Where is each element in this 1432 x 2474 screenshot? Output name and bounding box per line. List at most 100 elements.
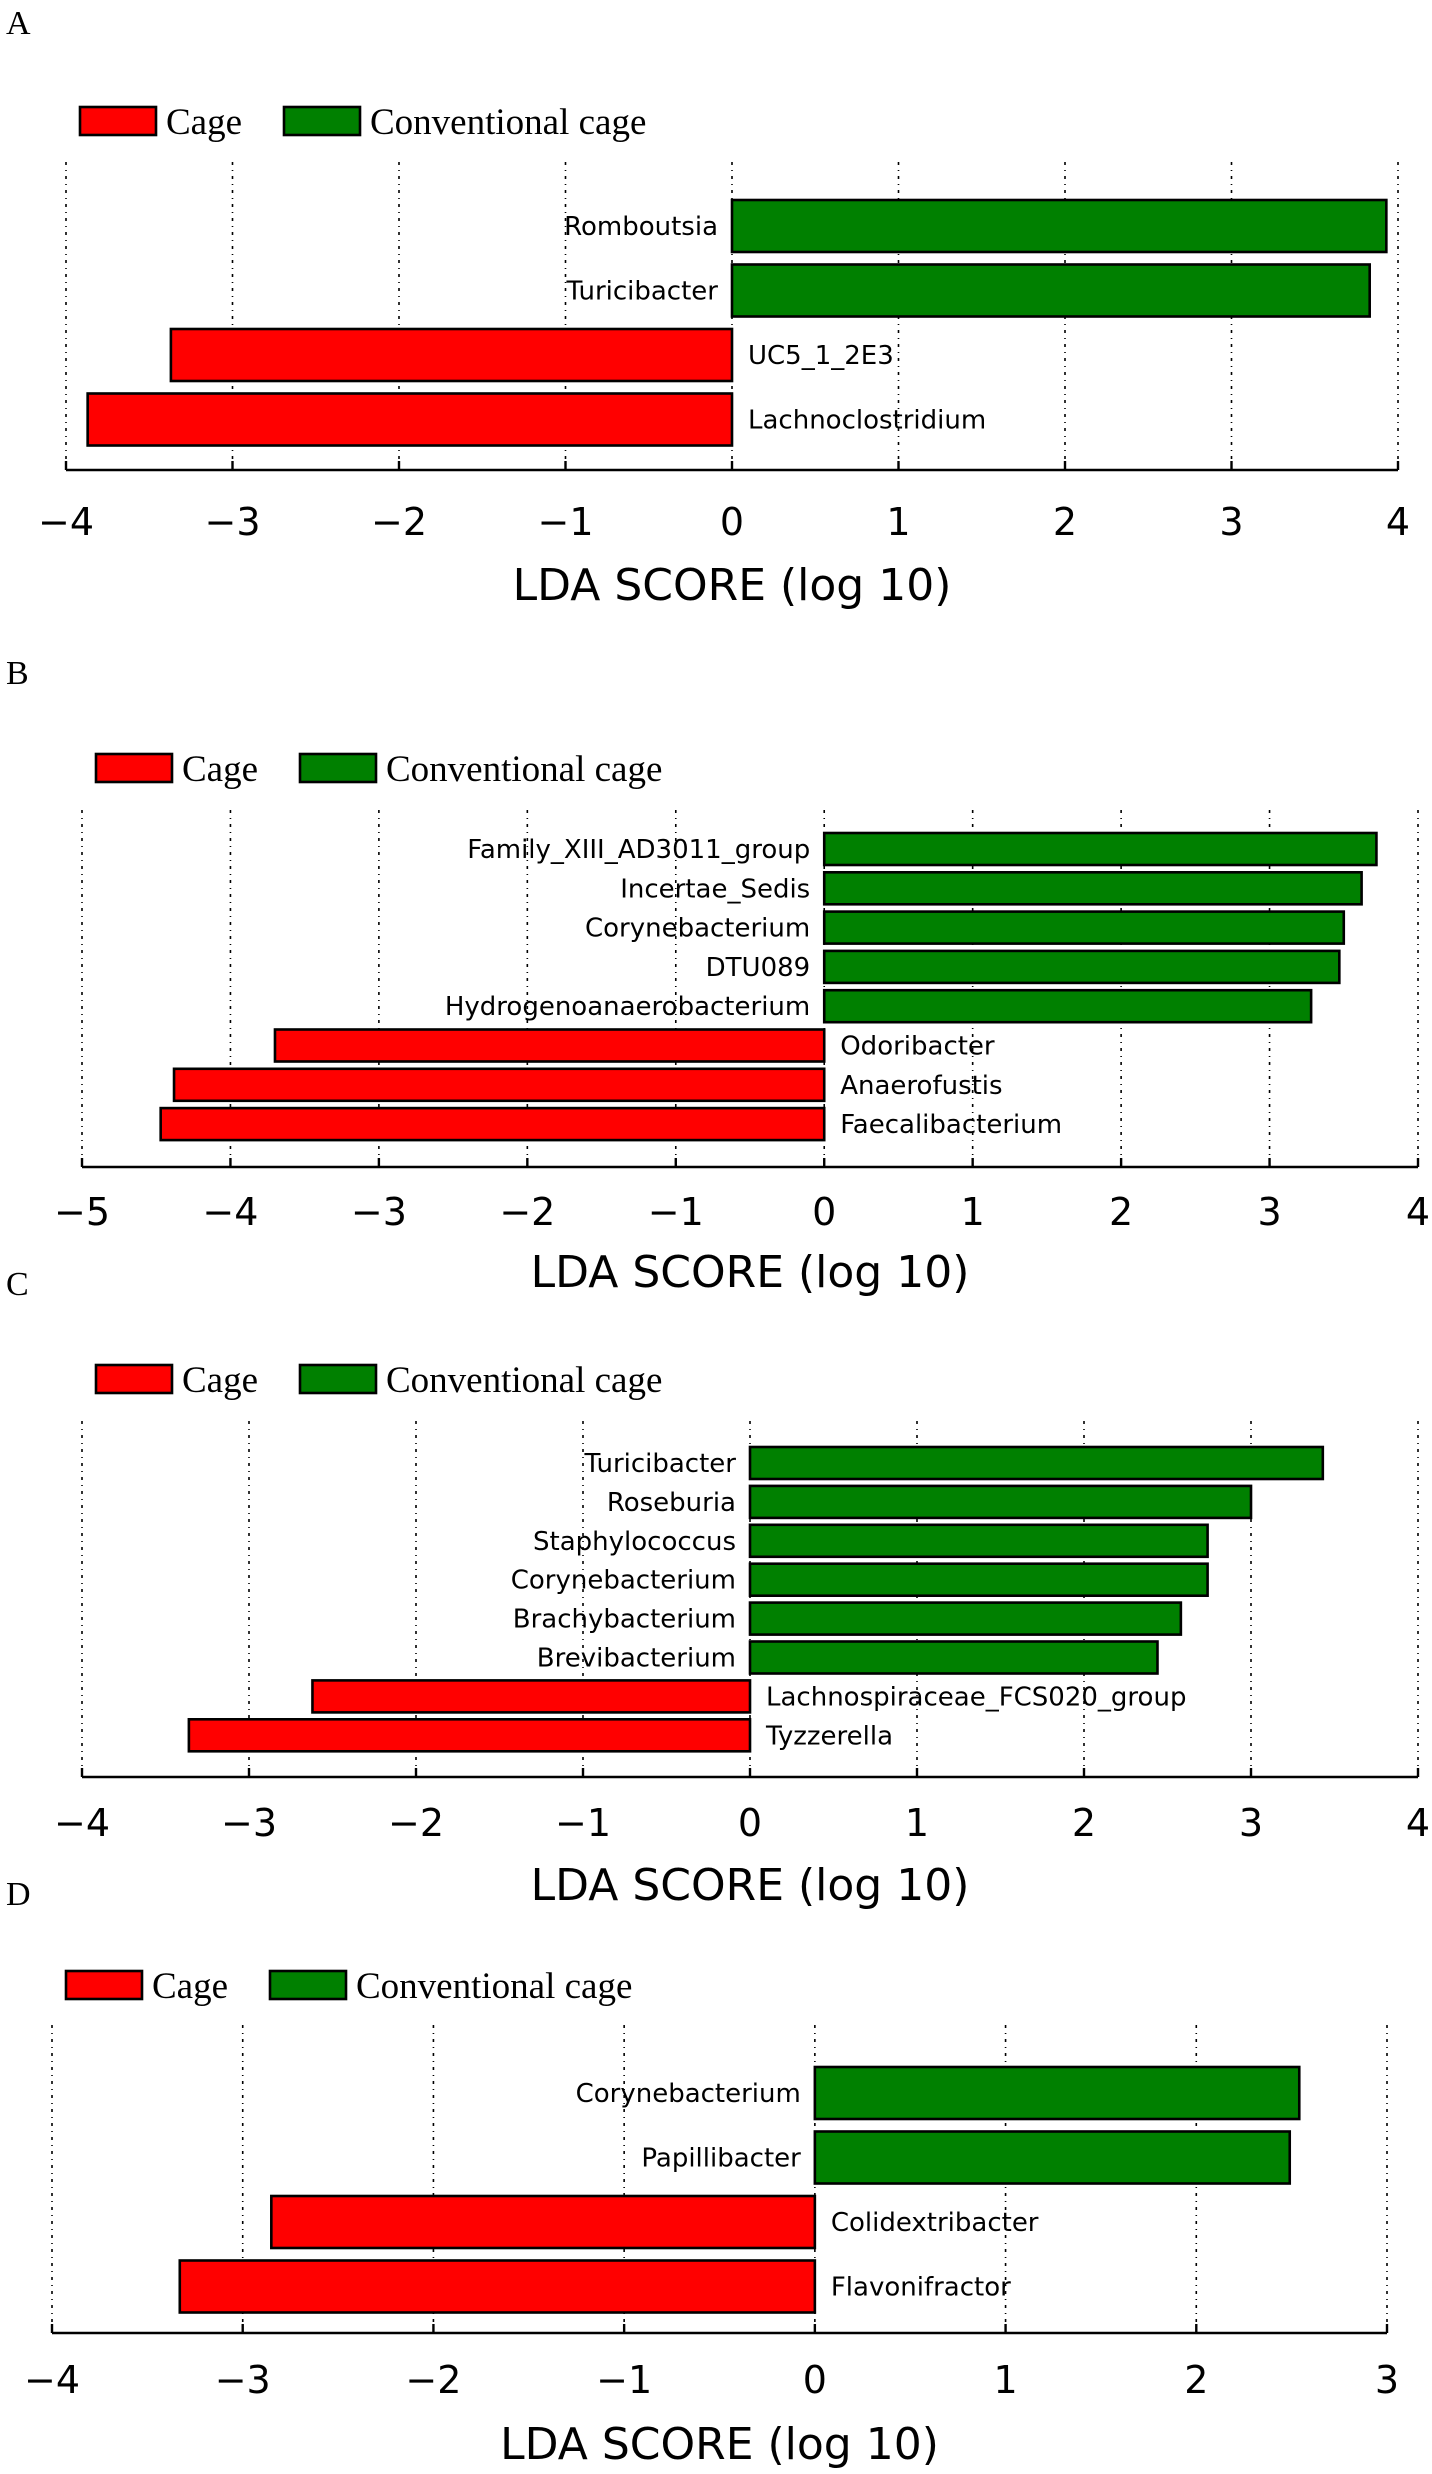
x-tick-label: −1 [596,2358,652,2402]
x-tick-label: 0 [720,500,744,544]
x-tick-label: 4 [1406,1801,1430,1845]
legend: Cage Conventional cage [64,1966,632,2007]
x-tick-label: −4 [38,500,94,544]
legend-label-cage: Cage [182,1360,258,1401]
legend-label-cage: Cage [182,749,258,790]
bar-label: Turicibacter [566,277,719,307]
x-tick-label: −5 [54,1190,110,1234]
bar-conventional [813,2130,1292,2185]
x-tick-label: 2 [1053,500,1077,544]
x-tick-label: 1 [993,2358,1017,2402]
bar-label: DTU089 [706,953,811,983]
bar-label: Faecalibacterium [840,1110,1062,1140]
bar-label: Lachnoclostridium [748,406,986,436]
panel-letter: A [6,5,31,42]
bar-label: Staphylococcus [533,1527,736,1557]
panel-letter: C [6,1266,29,1303]
x-tick-label: 0 [738,1801,762,1845]
bar-label: Corynebacterium [585,914,810,944]
bar-conventional [822,831,1378,867]
bar-label: Corynebacterium [511,1566,736,1596]
x-tick-label: −3 [221,1801,277,1845]
panel-a: A Cage Conventional cage Romboutsia Turiciba… [6,5,1410,611]
x-tick-label: 4 [1386,500,1410,544]
x-tick-label: −2 [371,500,427,544]
x-tick-label: −2 [405,2358,461,2402]
x-tick-label: −3 [351,1190,407,1234]
x-tick-label: −4 [54,1801,110,1845]
bar-label: Turicibacter [584,1449,737,1479]
bar-label: Odoribacter [840,1032,995,1062]
x-tick-label: −1 [537,500,593,544]
x-tick-label: −1 [648,1190,704,1234]
legend-label-conventional: Conventional cage [356,1966,632,2007]
bar-label: Corynebacterium [576,2079,801,2109]
x-tick-label: 2 [1109,1190,1133,1234]
x-tick-label: 3 [1219,500,1243,544]
bar-label: Family_XIII_AD3011_group [467,835,810,865]
x-tick-label: −3 [215,2358,271,2402]
bar-conventional [748,1484,1253,1520]
legend: Cage Conventional cage [78,102,646,143]
bar-label: Hydrogenoanaerobacterium [445,992,810,1022]
x-axis-title: LDA SCORE (log 10) [531,1247,970,1298]
x-tick-label: 2 [1184,2358,1208,2402]
bar-label: Colidextribacter [831,2208,1039,2238]
bar-label: Anaerofustis [840,1071,1002,1101]
x-tick-label: −4 [24,2358,80,2402]
legend-label-cage: Cage [166,102,242,143]
x-tick-label: 1 [886,500,910,544]
x-tick-label: 0 [812,1190,836,1234]
legend-swatch-cage [94,1363,174,1395]
x-tick-label: 1 [961,1190,985,1234]
bar-conventional [748,1640,1159,1675]
legend-label-conventional: Conventional cage [386,749,662,790]
panel-letter: D [6,1876,31,1913]
bar-label: Tyzzerella [765,1721,893,1751]
legend-label-conventional: Conventional cage [386,1360,662,1401]
bar-cage [169,327,734,383]
x-tick-label: −3 [204,500,260,544]
panel-c: C Cage Conventional cage Turicibacter Rosebu… [6,1266,1430,1911]
x-tick-label: 4 [1406,1190,1430,1234]
x-tick-label: 3 [1375,2358,1399,2402]
bar-cage [178,2259,817,2314]
bar-cage [273,1028,826,1063]
bar-cage [172,1067,826,1103]
bar-cage [187,1718,752,1753]
bar-cage [86,392,734,447]
bar-conventional [822,910,1346,945]
bar-conventional [822,870,1363,906]
legend-label-conventional: Conventional cage [370,102,646,143]
x-tick-label: 3 [1257,1190,1281,1234]
x-tick-label: 1 [905,1801,929,1845]
legend-label-cage: Cage [152,1966,228,2007]
bar-cage [270,2194,817,2250]
bar-cage [311,1679,752,1714]
bar-conventional [822,988,1313,1024]
legend-swatch-conventional [282,105,362,137]
x-tick-label: −2 [388,1801,444,1845]
bar-conventional [748,1523,1209,1559]
panel-b: B Cage Conventional cage Family_XIII_AD3011… [6,655,1430,1298]
bar-label: Brachybacterium [513,1605,736,1635]
bar-label: Brevibacterium [537,1644,736,1674]
legend-swatch-conventional [298,1363,378,1395]
x-tick-label: 2 [1072,1801,1096,1845]
x-tick-label: 0 [803,2358,827,2402]
bar-conventional [730,263,1371,318]
x-tick-label: 3 [1239,1801,1263,1845]
bar-label: Incertae_Sedis [620,874,810,904]
panel-letter: B [6,655,29,692]
panel-d: D Cage Conventional cage Corynebacterium Pap… [6,1876,1399,2470]
bar-label: Lachnospiraceae_FCS020_group [766,1682,1186,1712]
legend-swatch-conventional [268,1969,348,2001]
bar-label: Papillibacter [641,2144,801,2174]
legend-swatch-conventional [298,752,378,784]
bar-conventional [822,949,1341,985]
x-tick-label: −4 [202,1190,258,1234]
bar-cage [159,1106,826,1142]
x-axis-title: LDA SCORE (log 10) [500,2419,939,2470]
bar-label: UC5_1_2E3 [748,341,894,371]
